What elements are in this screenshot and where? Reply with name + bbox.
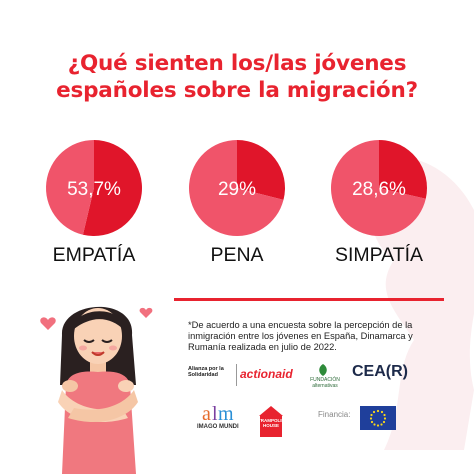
girl-hugging-illustration [40,306,153,474]
fundacion-leaf-icon [319,364,327,376]
logo-alianza: Alianza por la Solidaridad [188,366,224,378]
title-line-2: españoles sobre la migración? [56,78,418,103]
eu-flag-icon [360,406,396,430]
pie-category-label: EMPATÍA [52,244,136,266]
pie-value-label: 53,7% [67,179,121,200]
page-title: ¿Qué sienten los/las jóvenes españoles s… [0,50,474,104]
tramplin-house-icon [259,406,283,437]
logo-cear: CEA(R) [352,363,408,380]
logo-imago-mundi: IMAGO MUNDI [197,424,239,430]
pie-svg-empatia: 53,7% [45,140,142,236]
pie-slice-pena [237,140,285,200]
svg-text:a: a [202,403,211,424]
pie-chart-empatia: 53,7% EMPATÍA [29,138,159,288]
pie-value-label: 29% [218,179,256,200]
heart-icon [139,307,153,318]
logo-separator [236,364,237,386]
pie-category-label: PENA [210,244,264,266]
svg-text:m: m [218,403,234,424]
survey-footnote: *De acuerdo a una encuesta sobre la perc… [188,320,413,352]
pie-svg-pena: 29% [189,140,285,236]
title-line-1: ¿Qué sienten los/las jóvenes [67,51,407,76]
pie-value-label: 28,6% [352,179,406,200]
imago-mundi-icon: a l m [202,403,234,424]
pie-chart-simpatia: 28,6% SIMPATÍA [314,138,444,288]
pie-slice-resto [331,140,426,236]
pie-slice-resto [45,140,94,235]
logo-tramplin-house: TRAMPOLIN HOUSE [258,418,285,428]
pie-category-label: SIMPATÍA [334,244,424,266]
pie-slice-simpatía [379,140,427,199]
financia-label: Financia: [318,410,351,419]
logo-actionaid: actionaid [240,367,293,381]
svg-text:l: l [212,403,218,424]
pie-svg-simpatia: 28,6% [331,140,427,236]
pie-slice-empatía [82,140,142,236]
pie-chart-pena: 29% PENA [172,138,302,288]
heart-icon [40,317,56,330]
logo-fundacion: FUNDACIÓN alternativas [310,377,340,389]
pie-slice-resto [189,140,284,236]
divider-line [174,298,444,301]
